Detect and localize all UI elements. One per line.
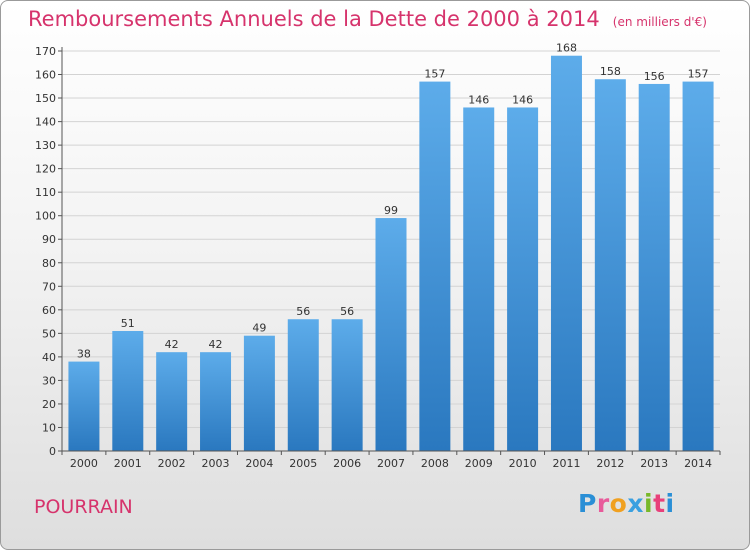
y-tick-label: 70 xyxy=(42,280,56,293)
x-tick-label: 2012 xyxy=(596,457,624,470)
y-tick-label: 10 xyxy=(42,421,56,434)
bar xyxy=(419,81,451,452)
x-tick-label: 2005 xyxy=(289,457,317,470)
bar xyxy=(156,352,188,451)
y-tick-label: 160 xyxy=(35,69,56,82)
chart-header: Remboursements Annuels de la Dette de 20… xyxy=(28,7,707,31)
x-tick-label: 2004 xyxy=(245,457,273,470)
y-tick-label: 90 xyxy=(42,233,56,246)
bar-value-label: 56 xyxy=(340,305,354,318)
y-tick-label: 60 xyxy=(42,304,56,317)
bar-value-label: 157 xyxy=(688,68,709,81)
x-tick-label: 2011 xyxy=(552,457,580,470)
x-tick-label: 2002 xyxy=(158,457,186,470)
axes xyxy=(61,47,720,452)
x-tick-label: 2013 xyxy=(640,457,668,470)
logo-letter: t xyxy=(653,489,666,518)
bar xyxy=(463,107,495,452)
logo-letter: i xyxy=(644,489,654,518)
bar xyxy=(550,55,582,452)
x-tick-label: 2003 xyxy=(202,457,230,470)
y-tick-label: 140 xyxy=(35,116,56,129)
y-tick-label: 120 xyxy=(35,163,56,176)
logo-letter: x xyxy=(627,489,644,518)
bar-value-label: 51 xyxy=(121,317,135,330)
x-tick-label: 2007 xyxy=(377,457,405,470)
logo-letter: i xyxy=(665,489,675,518)
y-tick-label: 150 xyxy=(35,92,56,105)
y-tick-label: 110 xyxy=(35,186,56,199)
bar xyxy=(682,81,714,452)
y-tick-label: 130 xyxy=(35,139,56,152)
y-tick-label: 20 xyxy=(42,398,56,411)
chart-unit: (en milliers d'€) xyxy=(612,15,707,29)
x-tick-label: 2009 xyxy=(465,457,493,470)
bar-value-label: 42 xyxy=(165,338,179,351)
bar xyxy=(112,331,144,451)
y-tick-label: 40 xyxy=(42,351,56,364)
y-tick-label: 80 xyxy=(42,257,56,270)
bar-value-label: 38 xyxy=(77,348,91,361)
bar xyxy=(638,83,670,452)
bar-value-label: 42 xyxy=(209,338,223,351)
logo-letter: o xyxy=(609,489,628,518)
bar xyxy=(594,79,626,451)
x-tick-label: 2010 xyxy=(509,457,537,470)
bar-value-label: 49 xyxy=(252,322,266,335)
logo-letter: P xyxy=(578,489,597,518)
logo-letter: r xyxy=(596,489,610,518)
bar-value-label: 157 xyxy=(424,68,445,81)
bar-value-label: 156 xyxy=(644,70,665,83)
x-axis-ticks: 2000 2001 2002 2003 2004 2005 2006 2007 2008 2009… xyxy=(61,451,721,470)
bar-value-label: 56 xyxy=(296,305,310,318)
bar-value-label: 146 xyxy=(468,93,489,106)
bar xyxy=(375,218,407,451)
bars xyxy=(68,55,714,452)
x-tick-label: 2000 xyxy=(70,457,98,470)
bar xyxy=(200,352,232,451)
value-labels: 38 51 42 42 49 56 56 99 157 146 146 168 158 156 157 xyxy=(77,42,709,361)
chart-title: Remboursements Annuels de la Dette de 20… xyxy=(28,7,600,31)
bar xyxy=(507,107,539,452)
y-tick-label: 50 xyxy=(42,327,56,340)
bar-value-label: 99 xyxy=(384,204,398,217)
y-axis-ticks: 0 10 20 30 40 50 60 70 80 90 100 110 120 130 140 150 160… xyxy=(35,45,62,458)
bar xyxy=(243,335,275,451)
bar xyxy=(68,361,100,451)
bar xyxy=(331,319,363,451)
x-tick-label: 2001 xyxy=(114,457,142,470)
bar xyxy=(287,319,319,451)
bar-value-label: 146 xyxy=(512,93,533,106)
x-tick-label: 2014 xyxy=(684,457,712,470)
bar-value-label: 158 xyxy=(600,65,621,78)
y-tick-label: 100 xyxy=(35,210,56,223)
x-tick-label: 2006 xyxy=(333,457,361,470)
proxiti-logo: Proxiti xyxy=(578,489,675,518)
commune-name: POURRAIN xyxy=(34,496,133,518)
y-tick-label: 0 xyxy=(49,445,56,458)
x-tick-label: 2008 xyxy=(421,457,449,470)
y-tick-label: 170 xyxy=(35,45,56,58)
y-tick-label: 30 xyxy=(42,374,56,387)
bar-value-label: 168 xyxy=(556,42,577,55)
